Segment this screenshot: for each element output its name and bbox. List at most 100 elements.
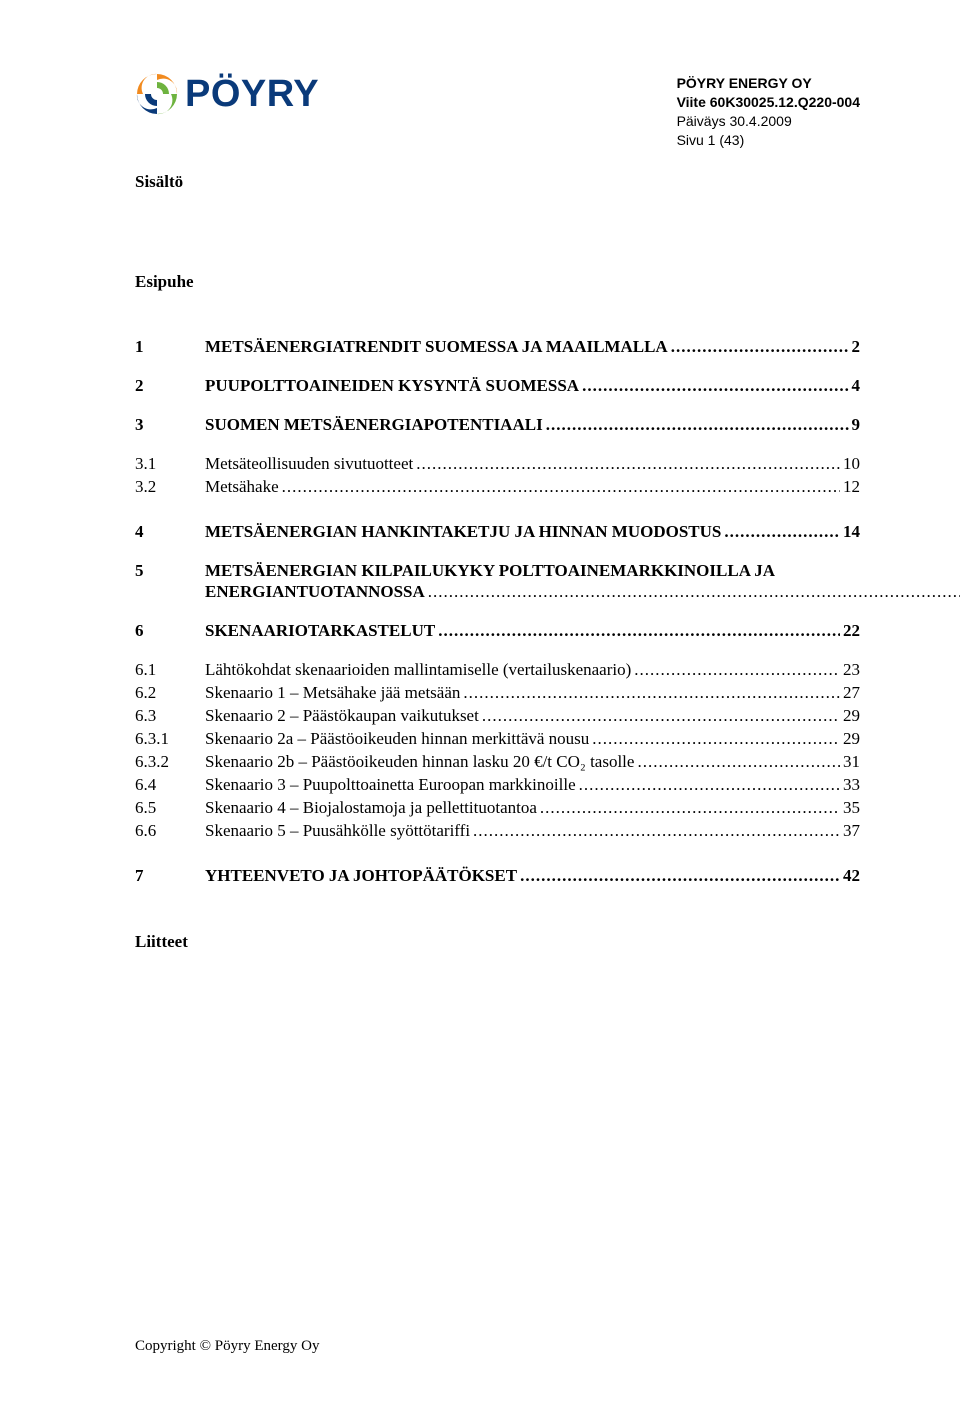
contents-heading: Sisältö xyxy=(135,172,860,192)
toc-page: 29 xyxy=(843,730,860,747)
toc-number: 3.1 xyxy=(135,455,205,472)
toc-page: 4 xyxy=(852,377,861,394)
toc-leader xyxy=(582,377,848,394)
toc-entry: 6SKENAARIOTARKASTELUT 22 xyxy=(135,622,860,639)
toc-entry: 4METSÄENERGIAN HANKINTAKETJU JA HINNAN M… xyxy=(135,523,860,540)
foreword-heading: Esipuhe xyxy=(135,272,860,292)
toc-number: 7 xyxy=(135,867,205,884)
toc-title: METSÄENERGIAN HANKINTAKETJU JA HINNAN MU… xyxy=(205,523,721,540)
toc-leader xyxy=(634,661,840,678)
toc-number: 6.2 xyxy=(135,684,205,701)
toc-page: 35 xyxy=(843,799,860,816)
toc-number: 6.3.1 xyxy=(135,730,205,747)
toc-leader xyxy=(416,455,840,472)
toc-leader xyxy=(592,730,840,747)
toc-page: 29 xyxy=(843,707,860,724)
meta-reference: Viite 60K30025.12.Q220-004 xyxy=(677,93,860,112)
toc-page: 12 xyxy=(843,478,860,495)
toc-page: 27 xyxy=(843,684,860,701)
toc-leader xyxy=(637,753,840,770)
toc-page: 10 xyxy=(843,455,860,472)
toc-title: Metsäteollisuuden sivutuotteet xyxy=(205,455,413,472)
copyright-footer: Copyright © Pöyry Energy Oy xyxy=(135,1338,319,1355)
toc-entry: 6.2Skenaario 1 – Metsähake jää metsään 2… xyxy=(135,684,860,701)
logo-wordmark: PÖYRY xyxy=(185,75,319,113)
toc-entry: 3.1Metsäteollisuuden sivutuotteet 10 xyxy=(135,455,860,472)
toc-page: 42 xyxy=(843,867,860,884)
meta-page: Sivu 1 (43) xyxy=(677,131,860,150)
toc-entry: 6.6Skenaario 5 – Puusähkölle syöttötarif… xyxy=(135,822,860,839)
toc-leader xyxy=(520,867,840,884)
toc-title: Skenaario 4 – Biojalostamoja ja pelletti… xyxy=(205,799,537,816)
toc-leader xyxy=(428,583,960,600)
toc-page: 14 xyxy=(843,523,860,540)
table-of-contents: 1METSÄENERGIATRENDIT SUOMESSA JA MAAILMA… xyxy=(135,338,860,884)
toc-leader xyxy=(579,776,840,793)
toc-leader xyxy=(540,799,840,816)
toc-number: 6.3.2 xyxy=(135,753,205,770)
toc-entry: 6.1Lähtökohdat skenaarioiden mallintamis… xyxy=(135,661,860,678)
toc-title: Skenaario 2b – Päästöoikeuden hinnan las… xyxy=(205,753,634,770)
toc-page: 37 xyxy=(843,822,860,839)
toc-number: 3.2 xyxy=(135,478,205,495)
toc-leader xyxy=(482,707,840,724)
toc-entry: 6.3.2Skenaario 2b – Päästöoikeuden hinna… xyxy=(135,753,860,770)
toc-title: PUUPOLTTOAINEIDEN KYSYNTÄ SUOMESSA xyxy=(205,377,579,394)
meta-date: Päiväys 30.4.2009 xyxy=(677,112,860,131)
toc-entry: 3SUOMEN METSÄENERGIAPOTENTIAALI 9 xyxy=(135,416,860,433)
toc-leader xyxy=(546,416,849,433)
toc-title: YHTEENVETO JA JOHTOPÄÄTÖKSET xyxy=(205,867,517,884)
toc-number: 4 xyxy=(135,523,205,540)
toc-entry: 2PUUPOLTTOAINEIDEN KYSYNTÄ SUOMESSA 4 xyxy=(135,377,860,394)
toc-number: 6.4 xyxy=(135,776,205,793)
toc-entry: 1METSÄENERGIATRENDIT SUOMESSA JA MAAILMA… xyxy=(135,338,860,355)
toc-leader xyxy=(463,684,840,701)
appendices-heading: Liitteet xyxy=(135,932,860,952)
toc-leader xyxy=(438,622,840,639)
meta-company: PÖYRY ENERGY OY xyxy=(677,74,860,93)
toc-page: 33 xyxy=(843,776,860,793)
toc-leader xyxy=(282,478,840,495)
toc-entry: 6.4Skenaario 3 – Puupolttoainetta Euroop… xyxy=(135,776,860,793)
document-page: PÖYRY PÖYRY ENERGY OY Viite 60K30025.12.… xyxy=(0,0,960,1012)
toc-page: 23 xyxy=(843,661,860,678)
toc-title: Skenaario 2 – Päästökaupan vaikutukset xyxy=(205,707,479,724)
toc-leader xyxy=(671,338,849,355)
toc-page: 2 xyxy=(852,338,861,355)
toc-number: 6.5 xyxy=(135,799,205,816)
toc-number: 1 xyxy=(135,338,205,355)
toc-title: METSÄENERGIATRENDIT SUOMESSA JA MAAILMAL… xyxy=(205,338,668,355)
toc-entry: 6.3Skenaario 2 – Päästökaupan vaikutukse… xyxy=(135,707,860,724)
toc-title: Skenaario 2a – Päästöoikeuden hinnan mer… xyxy=(205,730,589,747)
toc-number: 6.3 xyxy=(135,707,205,724)
toc-entry: 7YHTEENVETO JA JOHTOPÄÄTÖKSET 42 xyxy=(135,867,860,884)
document-metadata: PÖYRY ENERGY OY Viite 60K30025.12.Q220-0… xyxy=(677,74,860,150)
toc-leader xyxy=(724,523,840,540)
toc-page: 9 xyxy=(852,416,861,433)
toc-entry: 3.2Metsähake 12 xyxy=(135,478,860,495)
toc-title: Metsähake xyxy=(205,478,279,495)
toc-page: 31 xyxy=(843,753,860,770)
toc-number: 6.1 xyxy=(135,661,205,678)
toc-leader xyxy=(473,822,840,839)
toc-number: 2 xyxy=(135,377,205,394)
toc-number: 5 xyxy=(135,562,205,579)
toc-page: 22 xyxy=(843,622,860,639)
toc-title: Skenaario 3 – Puupolttoainetta Euroopan … xyxy=(205,776,576,793)
toc-title: Skenaario 1 – Metsähake jää metsään xyxy=(205,684,460,701)
toc-entry: 5METSÄENERGIAN KILPAILUKYKY POLTTOAINEMA… xyxy=(135,562,860,600)
toc-number: 6.6 xyxy=(135,822,205,839)
toc-title: Lähtökohdat skenaarioiden mallintamisell… xyxy=(205,661,631,678)
toc-entry: 6.3.1Skenaario 2a – Päästöoikeuden hinna… xyxy=(135,730,860,747)
toc-title-line2: ENERGIANTUOTANNOSSA xyxy=(205,583,425,600)
toc-title: Skenaario 5 – Puusähkölle syöttötariffi xyxy=(205,822,470,839)
toc-title-line1: METSÄENERGIAN KILPAILUKYKY POLTTOAINEMAR… xyxy=(205,562,960,579)
toc-number: 6 xyxy=(135,622,205,639)
page-header: PÖYRY PÖYRY ENERGY OY Viite 60K30025.12.… xyxy=(135,72,860,150)
logo-swirl-icon xyxy=(135,72,179,116)
toc-number: 3 xyxy=(135,416,205,433)
toc-title: SUOMEN METSÄENERGIAPOTENTIAALI xyxy=(205,416,543,433)
toc-title: SKENAARIOTARKASTELUT xyxy=(205,622,435,639)
toc-entry: 6.5Skenaario 4 – Biojalostamoja ja pelle… xyxy=(135,799,860,816)
company-logo: PÖYRY xyxy=(135,72,319,116)
